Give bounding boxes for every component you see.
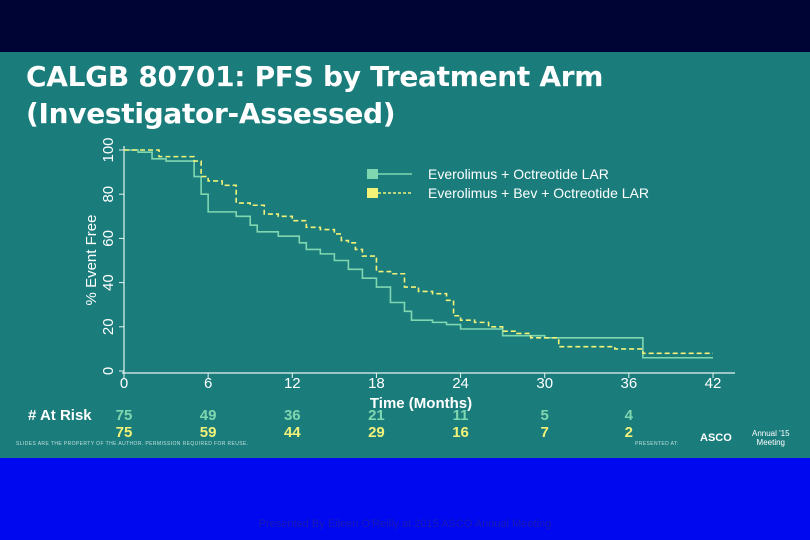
presented-at-text: PRESENTED AT: xyxy=(635,441,679,447)
legend-swatch-1 xyxy=(367,169,378,179)
at-risk-value: 49 xyxy=(200,407,217,424)
at-risk-value: 7 xyxy=(541,424,549,441)
legend-label-2: Everolimus + Bev + Octreotide LAR xyxy=(428,185,649,201)
asco-logo-sub-line2: Meeting xyxy=(756,438,786,447)
asco-logo: ASCO xyxy=(700,432,732,444)
y-tick-label: 60 xyxy=(100,230,117,247)
x-tick-label: 6 xyxy=(204,375,212,392)
x-tick-label: 0 xyxy=(120,375,128,392)
x-tick-label: 18 xyxy=(368,375,385,392)
at-risk-value: 5 xyxy=(541,407,549,424)
at-risk-value: 16 xyxy=(452,424,469,441)
at-risk-value: 75 xyxy=(116,407,133,424)
slide-title: CALGB 80701: PFS by Treatment Arm (Inves… xyxy=(26,58,603,132)
at-risk-label: # At Risk xyxy=(28,407,92,424)
asco-logo-subtitle: Annual '15 Meeting xyxy=(752,429,790,447)
km-series-2-line xyxy=(124,149,713,355)
at-risk-value: 11 xyxy=(453,407,469,424)
disclaimer-text: SLIDES ARE THE PROPERTY OF THE AUTHOR. P… xyxy=(16,441,249,447)
slide-title-line1: CALGB 80701: PFS by Treatment Arm xyxy=(26,60,604,93)
at-risk-value: 59 xyxy=(200,424,217,441)
y-tick-label: 20 xyxy=(100,318,117,335)
legend-label-1: Everolimus + Octreotide LAR xyxy=(428,166,609,182)
y-tick-label: 0 xyxy=(100,367,117,375)
y-tick-label: 40 xyxy=(100,274,117,291)
at-risk-value: 29 xyxy=(368,424,385,441)
at-risk-value: 44 xyxy=(284,424,301,441)
x-axis-title: Time (Months) xyxy=(370,395,472,412)
x-tick-label: 12 xyxy=(284,375,301,392)
at-risk-value: 4 xyxy=(625,407,634,424)
at-risk-value: 21 xyxy=(368,407,385,424)
x-tick-label: 30 xyxy=(536,375,553,392)
x-tick-label: 24 xyxy=(452,375,469,392)
footer-credit: Presented By Eileen O'Reilly at 2015 ASC… xyxy=(258,518,552,530)
y-tick-label: 100 xyxy=(100,137,117,162)
legend-swatch-2 xyxy=(367,188,378,198)
asco-logo-sub-line1: Annual '15 xyxy=(752,429,790,438)
top-black-bar xyxy=(0,0,810,52)
km-chart: 0 20 40 60 80 100 0 6 12 18 24 30 36 42 Time (Months)%… xyxy=(28,137,735,441)
y-axis-title: % Event Free xyxy=(83,215,100,306)
x-tick-label: 42 xyxy=(705,375,722,392)
at-risk-value: 2 xyxy=(625,424,633,441)
km-series-1-line xyxy=(124,149,713,359)
x-tick-label: 36 xyxy=(621,375,638,392)
slide: CALGB 80701: PFS by Treatment Arm (Inves… xyxy=(0,52,810,458)
y-tick-label: 80 xyxy=(100,186,117,203)
at-risk-value: 36 xyxy=(284,407,301,424)
at-risk-value: 75 xyxy=(116,424,133,441)
slide-title-line2: (Investigator-Assessed) xyxy=(26,97,396,130)
